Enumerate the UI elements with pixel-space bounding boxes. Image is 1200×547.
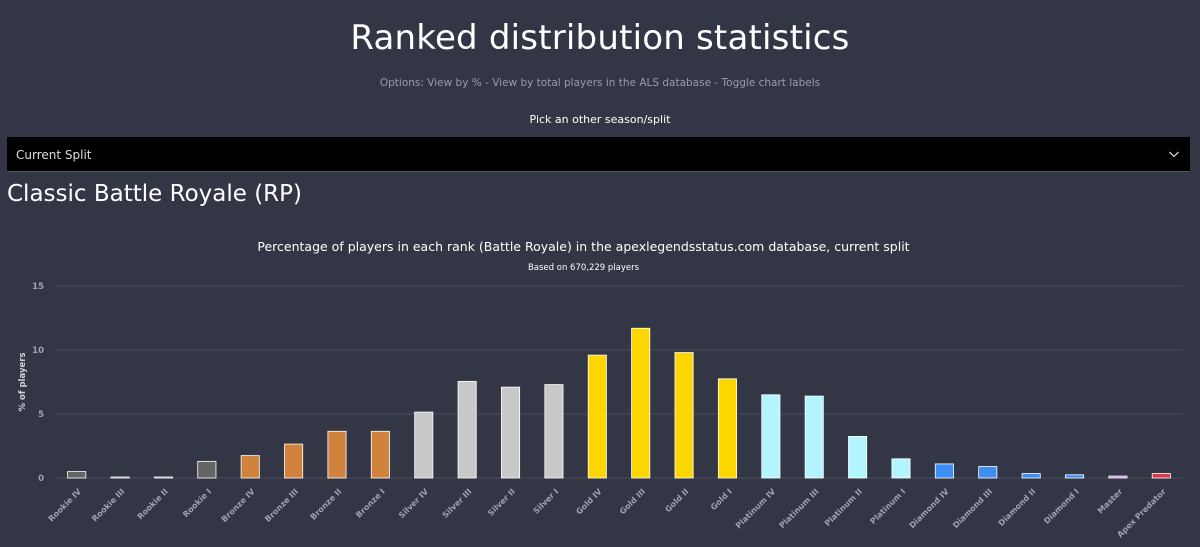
bar-gold-iv bbox=[587, 354, 607, 479]
view-by-percent-link[interactable]: View by % bbox=[427, 77, 482, 89]
x-tick-label: Platinum III bbox=[778, 487, 821, 530]
options-separator: - bbox=[711, 77, 722, 89]
x-tick-label: Diamond I bbox=[1042, 487, 1081, 526]
season-split-value: Current Split bbox=[16, 148, 92, 162]
x-tick-label: Rookie III bbox=[90, 487, 126, 523]
view-by-total-link[interactable]: View by total players in the ALS databas… bbox=[492, 77, 712, 89]
x-tick-label: Silver III bbox=[441, 487, 474, 520]
bar-silver-ii bbox=[501, 386, 521, 479]
x-tick-label: Rookie I bbox=[181, 487, 213, 519]
bar-bronze-iv bbox=[240, 455, 260, 479]
x-tick-label: Platinum IV bbox=[734, 486, 778, 530]
options-bar: Options: View by % - View by total playe… bbox=[0, 77, 1200, 89]
bar-gold-i bbox=[717, 378, 737, 479]
bar-rookie-iv bbox=[67, 471, 87, 479]
bar-rookie-iii bbox=[110, 476, 130, 479]
toggle-chart-labels-link[interactable]: Toggle chart labels bbox=[721, 77, 821, 89]
y-tick-label: 5 bbox=[38, 410, 44, 420]
bar-bronze-iii bbox=[284, 443, 304, 479]
bar-bronze-ii bbox=[327, 430, 347, 479]
y-tick-label: 10 bbox=[32, 346, 44, 356]
bar-platinum-ii bbox=[848, 435, 868, 479]
chart-subtitle: Based on 670,229 players bbox=[527, 263, 640, 273]
x-tick-label: Gold II bbox=[663, 487, 690, 514]
x-tick-label: Gold I bbox=[709, 487, 734, 512]
x-tick-label: Rookie IV bbox=[47, 486, 84, 523]
x-tick-label: Bronze III bbox=[263, 487, 300, 524]
season-split-select[interactable]: Current Split bbox=[7, 137, 1190, 172]
x-tick-label: Silver I bbox=[532, 487, 561, 516]
bar-bronze-i bbox=[370, 430, 390, 479]
page-title: Ranked distribution statistics bbox=[350, 18, 850, 58]
x-tick-label: Silver II bbox=[486, 487, 517, 518]
x-tick-label: Apex Predator bbox=[1115, 487, 1167, 539]
bar-diamond-ii bbox=[1021, 473, 1041, 479]
x-tick-label: Diamond III bbox=[951, 487, 994, 530]
bar-silver-iv bbox=[414, 411, 434, 479]
y-axis-label: % of players bbox=[18, 352, 28, 411]
x-tick-label: Gold III bbox=[618, 487, 647, 516]
bar-rookie-i bbox=[197, 460, 217, 479]
bar-silver-iii bbox=[457, 380, 477, 479]
y-tick-label: 0 bbox=[38, 474, 44, 484]
bar-rookie-ii bbox=[153, 476, 173, 479]
x-tick-label: Diamond IV bbox=[908, 486, 952, 530]
x-tick-label: Bronze I bbox=[354, 487, 387, 520]
bar-diamond-iii bbox=[978, 466, 998, 479]
bar-platinum-iv bbox=[761, 394, 781, 479]
x-tick-label: Bronze II bbox=[309, 487, 344, 522]
options-prefix: Options: bbox=[379, 77, 424, 89]
x-tick-label: Platinum I bbox=[868, 487, 907, 526]
x-tick-label: Diamond II bbox=[997, 487, 1038, 528]
bar-diamond-i bbox=[1065, 474, 1085, 479]
x-tick-label: Bronze IV bbox=[220, 486, 258, 524]
chart-title: Percentage of players in each rank (Batt… bbox=[257, 239, 910, 254]
x-tick-label: Silver IV bbox=[397, 486, 431, 520]
bar-platinum-i bbox=[891, 458, 911, 479]
bar-gold-ii bbox=[674, 352, 694, 479]
x-tick-label: Gold IV bbox=[574, 486, 604, 516]
bar-silver-i bbox=[544, 384, 564, 479]
pick-season-label: Pick an other season/split bbox=[529, 113, 671, 126]
chevron-down-icon bbox=[1169, 151, 1179, 158]
bar-gold-iii bbox=[631, 327, 651, 479]
bar-diamond-iv bbox=[934, 463, 954, 479]
x-tick-label: Platinum II bbox=[823, 487, 864, 528]
options-separator: - bbox=[481, 77, 493, 89]
bar-apex-predator bbox=[1151, 473, 1171, 479]
bar-platinum-iii bbox=[804, 395, 824, 479]
bar-master bbox=[1108, 475, 1128, 479]
y-tick-label: 15 bbox=[32, 282, 44, 292]
section-title: Classic Battle Royale (RP) bbox=[7, 181, 302, 207]
x-tick-label: Master bbox=[1096, 487, 1125, 516]
x-tick-label: Rookie II bbox=[136, 487, 170, 521]
